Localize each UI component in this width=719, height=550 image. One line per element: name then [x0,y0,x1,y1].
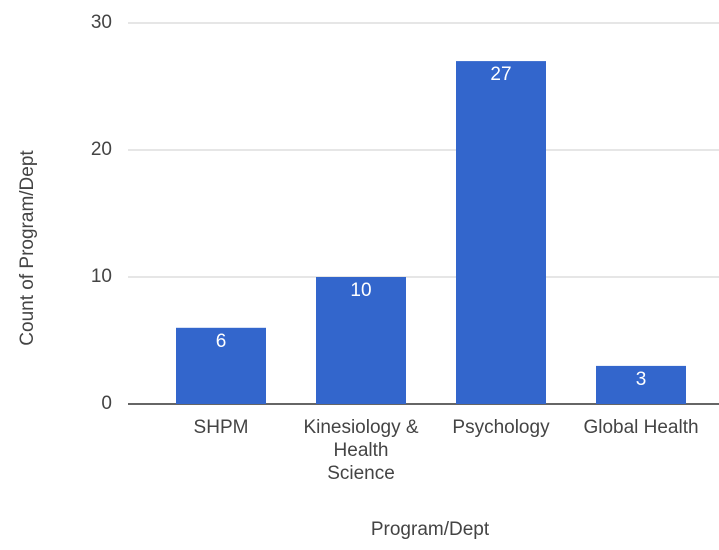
x-axis-label: Program/Dept [371,519,490,540]
x-tick-label: Global Health [583,417,699,438]
bar [596,365,686,404]
x-tick-label: SHPM [193,417,249,438]
y-tick-label: 30 [91,12,112,33]
data-label: 10 [350,280,371,301]
y-axis-label: Count of Program/Dept [17,150,38,346]
x-tick-label: Kinesiology & Health Science [303,417,419,484]
y-tick-label: 0 [101,393,112,414]
y-tick-label: 20 [91,139,112,160]
x-tick-label-box: SHPM [193,417,249,438]
bar [456,61,546,404]
x-tick-label: Psychology [452,417,550,438]
y-tick-label: 10 [91,266,112,287]
x-tick-label-box: Global Health [583,417,699,438]
bar [316,277,406,404]
data-label: 27 [490,64,511,85]
data-label: 6 [216,331,227,352]
bar [176,327,266,404]
x-tick-label-box: Kinesiology & Health Science [303,417,419,484]
x-tick-label-box: Psychology [452,417,550,438]
data-label: 3 [636,369,647,390]
